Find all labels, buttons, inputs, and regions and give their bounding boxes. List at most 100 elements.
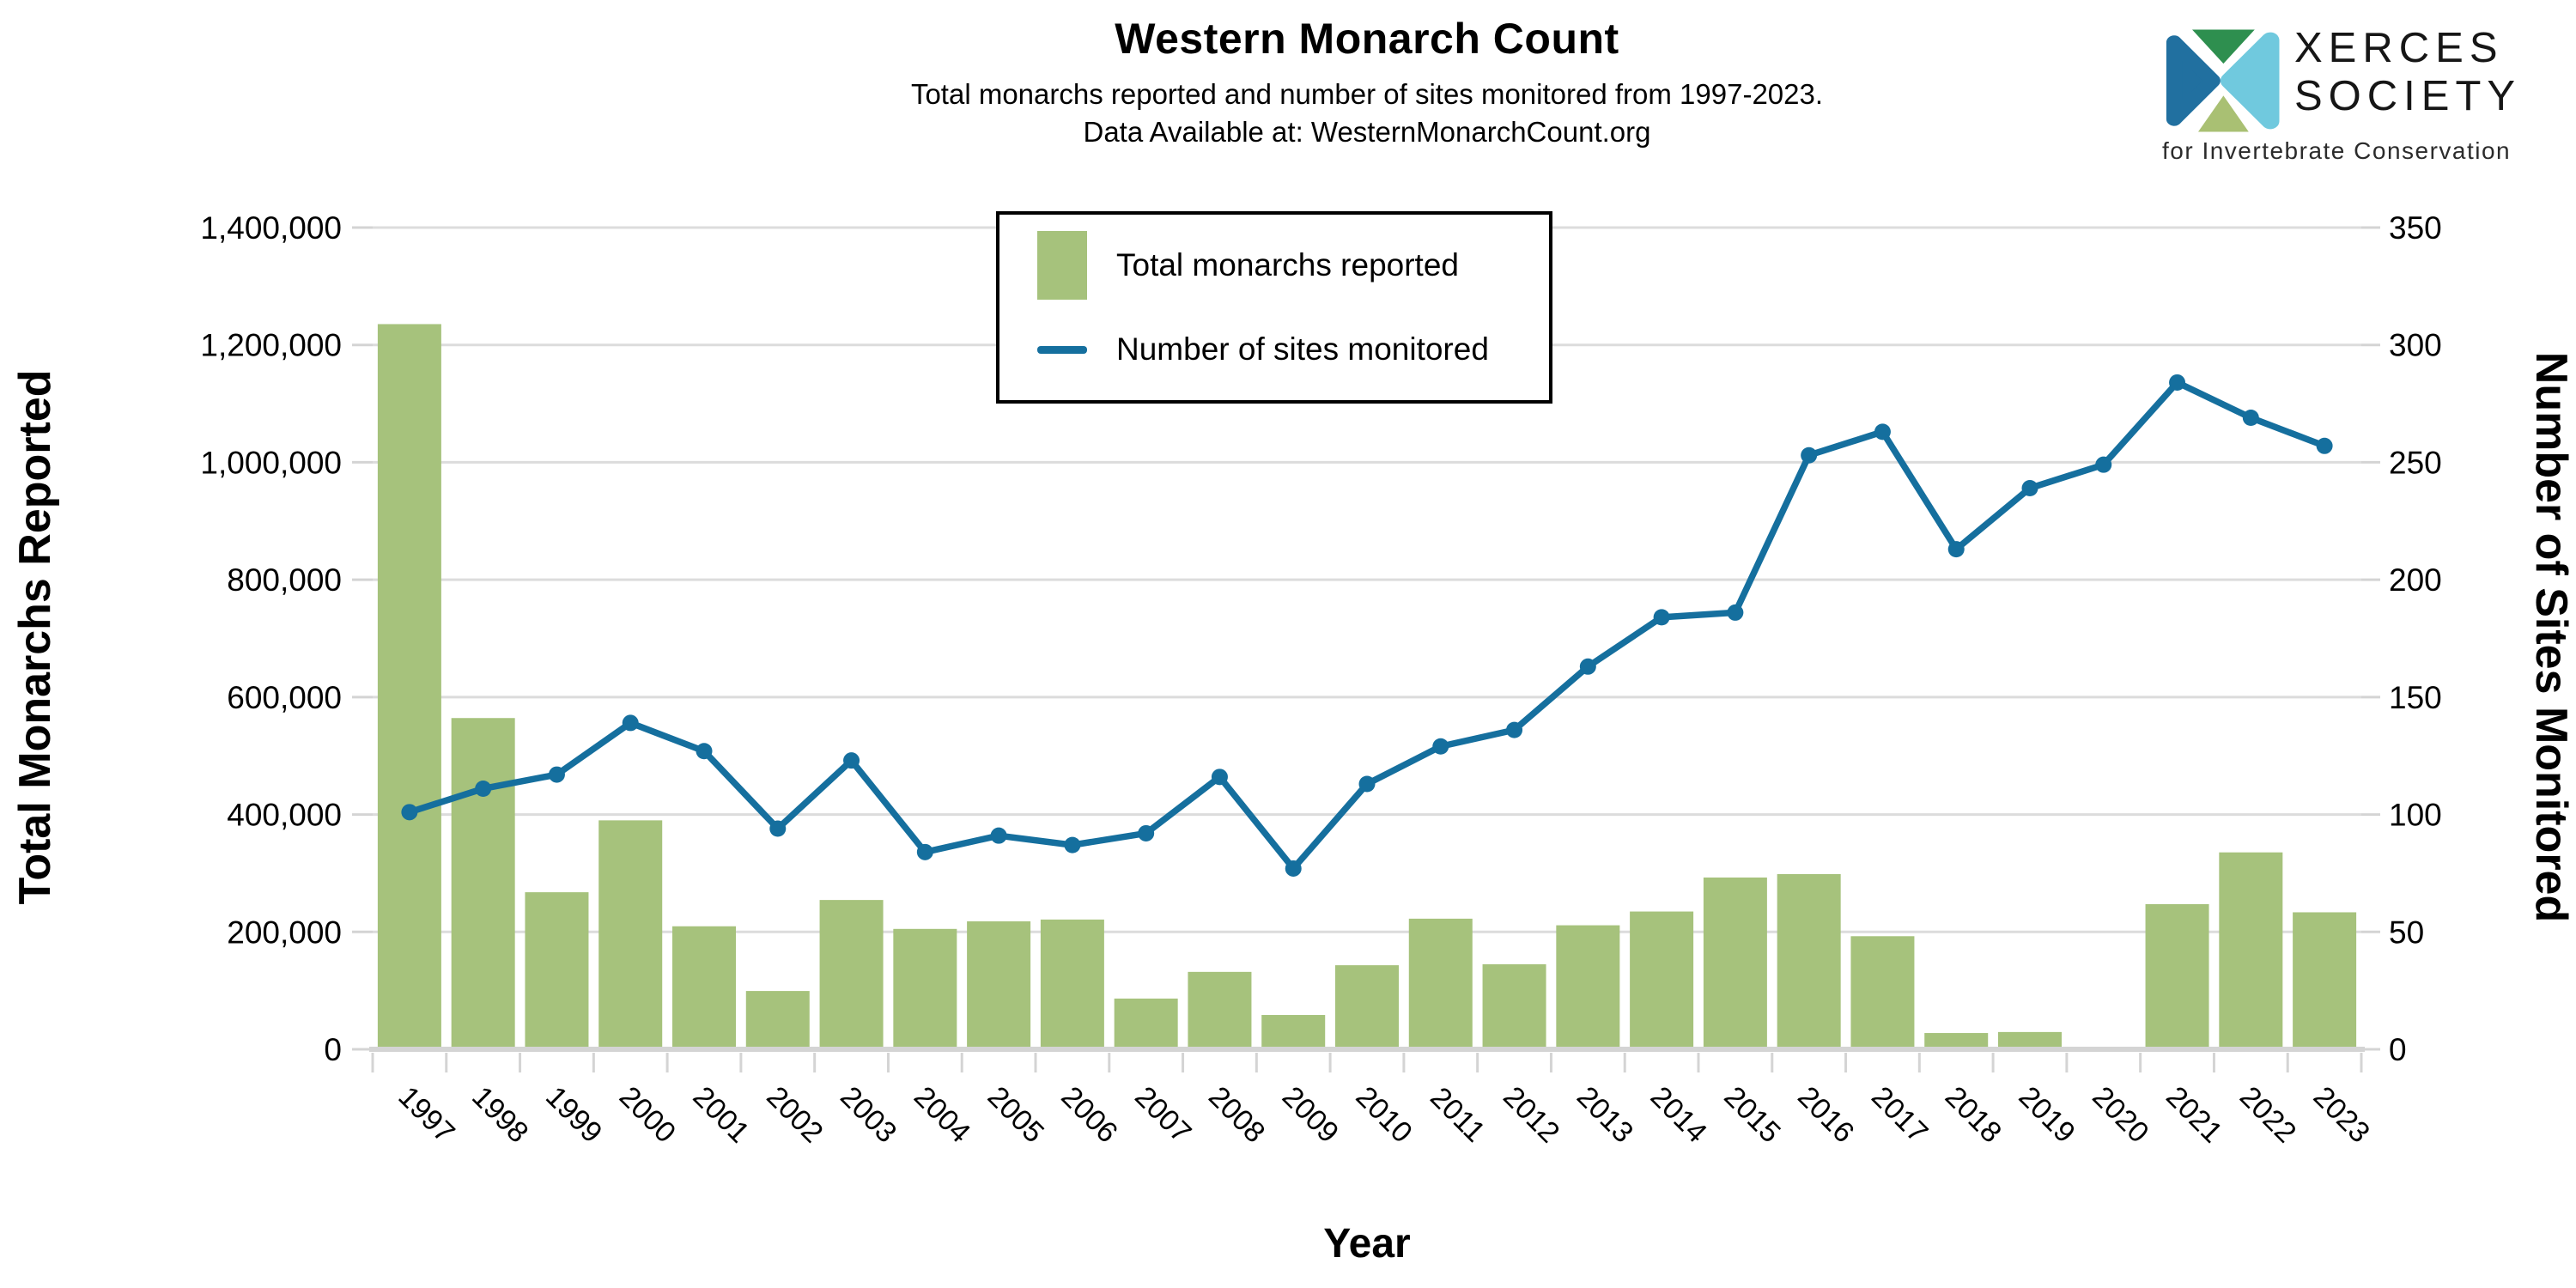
line-point-2015 (1727, 604, 1744, 621)
line-point-2021 (2169, 374, 2186, 391)
legend-item-sites: Number of sites monitored (1037, 311, 1549, 388)
year-label-2013: 2013 (1571, 1080, 1639, 1149)
xerces-mark-bottom (2198, 95, 2249, 132)
line-point-2011 (1432, 738, 1449, 755)
bar-2019 (1998, 1031, 2062, 1049)
year-label-2003: 2003 (834, 1080, 902, 1149)
line-point-2000 (622, 714, 639, 732)
year-label-2022: 2022 (2233, 1080, 2302, 1149)
bar-2022 (2219, 852, 2283, 1049)
line-point-2022 (2242, 409, 2259, 426)
line-point-1997 (401, 804, 418, 821)
line-point-2002 (769, 820, 787, 837)
left-axis-tick-label: 1,000,000 (200, 445, 342, 480)
bar-2015 (1703, 877, 1767, 1049)
line-point-2007 (1138, 824, 1155, 841)
year-label-2006: 2006 (1054, 1080, 1123, 1149)
bar-2018 (1924, 1033, 1989, 1049)
line-point-2008 (1211, 769, 1228, 786)
logo-wordmark: XERCES SOCIETY (2294, 24, 2521, 120)
legend-item-monarchs: Total monarchs reported (1037, 227, 1549, 304)
chart-subtitle-line1: Total monarchs reported and number of si… (910, 78, 1824, 110)
line-point-2013 (1579, 658, 1596, 675)
year-label-2002: 2002 (760, 1080, 829, 1149)
right-axis-tick-label: 250 (2389, 445, 2442, 480)
year-label-2008: 2008 (1202, 1080, 1271, 1149)
right-axis-tick-label: 350 (2389, 210, 2442, 246)
bar-2002 (745, 991, 810, 1049)
logo-tagline: for Invertebrate Conservation (2162, 137, 2512, 164)
left-axis-tick-label: 1,400,000 (200, 210, 342, 246)
bar-2021 (2145, 903, 2209, 1049)
left-axis-tick-label: 1,200,000 (200, 328, 342, 363)
bar-swatch-icon (1037, 231, 1087, 300)
left-axis-tick-label: 400,000 (227, 798, 342, 833)
line-point-2012 (1506, 721, 1523, 738)
bar-1999 (525, 892, 589, 1049)
legend-label-monarchs: Total monarchs reported (1116, 247, 1459, 283)
bar-2012 (1482, 964, 1546, 1049)
year-label-2010: 2010 (1350, 1080, 1419, 1149)
bar-2004 (893, 928, 957, 1049)
bar-2007 (1114, 998, 1178, 1049)
year-label-1998: 1998 (465, 1080, 534, 1149)
x-axis-title: Year (1323, 1221, 1410, 1267)
year-label-2011: 2011 (1424, 1081, 1492, 1149)
year-label-2014: 2014 (1644, 1080, 1713, 1149)
right-axis-title: Number of Sites Monitored (2526, 352, 2576, 922)
xerces-x-mark-icon (2166, 29, 2280, 132)
chart-header: Western Monarch Count Total monarchs rep… (373, 14, 2361, 151)
bar-2008 (1188, 971, 1252, 1049)
line-point-2009 (1285, 860, 1302, 877)
bar-series (377, 324, 2357, 1049)
line-point-2017 (1874, 423, 1891, 440)
year-label-2017: 2017 (1865, 1080, 1934, 1149)
bar-2016 (1777, 873, 1841, 1049)
bar-2006 (1040, 919, 1104, 1049)
line-point-1999 (548, 766, 565, 783)
line-point-2014 (1653, 609, 1670, 626)
right-axis-tick-label: 150 (2389, 680, 2442, 715)
year-label-2016: 2016 (1791, 1080, 1860, 1149)
bar-2011 (1408, 918, 1473, 1049)
left-axis-tick-label: 800,000 (227, 562, 342, 598)
year-label-2021: 2021 (2160, 1080, 2228, 1149)
year-label-2020: 2020 (2086, 1080, 2154, 1149)
year-label-2012: 2012 (1497, 1080, 1565, 1149)
right-axis-tick-label: 50 (2389, 914, 2424, 950)
bar-2010 (1335, 965, 1399, 1049)
year-label-2004: 2004 (908, 1080, 976, 1149)
year-label-2000: 2000 (613, 1080, 682, 1149)
line-point-2010 (1358, 775, 1376, 793)
line-point-2019 (2021, 480, 2038, 497)
bar-2003 (819, 900, 884, 1049)
right-axis-tick-label: 0 (2389, 1032, 2407, 1067)
year-label-1997: 1997 (392, 1080, 460, 1149)
xerces-mark-top (2192, 29, 2255, 64)
chart-legend: Total monarchs reported Number of sites … (996, 211, 1552, 404)
bar-2000 (598, 820, 663, 1049)
bar-2023 (2293, 912, 2357, 1049)
bar-2017 (1850, 936, 1915, 1049)
left-axis-title: Total Monarchs Reported (10, 369, 60, 904)
line-point-1998 (475, 780, 492, 797)
year-label-2005: 2005 (981, 1080, 1050, 1149)
bar-2014 (1630, 911, 1694, 1049)
legend-label-sites: Number of sites monitored (1116, 331, 1489, 367)
line-swatch-icon (1037, 345, 1087, 354)
xerces-mark-left (2166, 35, 2221, 126)
logo-word-society: SOCIETY (2294, 73, 2522, 119)
bar-2009 (1261, 1015, 1326, 1049)
xerces-mark-right (2220, 32, 2280, 130)
line-point-2006 (1064, 836, 1081, 854)
year-label-2009: 2009 (1276, 1080, 1345, 1149)
line-point-2018 (1947, 541, 1965, 558)
line-point-2005 (990, 827, 1007, 844)
year-label-2001: 2001 (687, 1080, 756, 1149)
xerces-society-logo: XERCES SOCIETY for Invertebrate Conserva… (2162, 24, 2523, 170)
right-axis-tick-label: 300 (2389, 328, 2442, 363)
chart-subtitle: Total monarchs reported and number of si… (373, 76, 2361, 151)
right-axis-tick-label: 200 (2389, 562, 2442, 598)
